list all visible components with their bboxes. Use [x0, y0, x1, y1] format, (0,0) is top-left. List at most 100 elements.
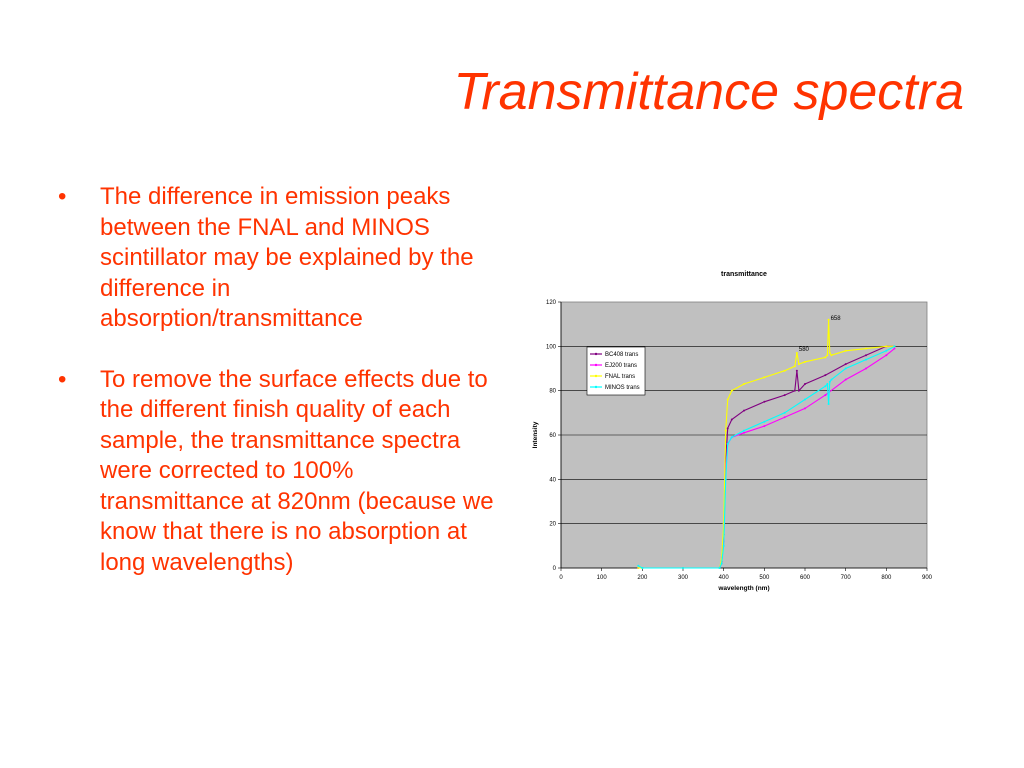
data-point: [826, 383, 829, 386]
data-point: [718, 567, 721, 569]
data-point: [763, 425, 766, 428]
legend-label: EJ200 trans: [605, 363, 637, 369]
data-point: [783, 394, 786, 397]
data-point: [783, 369, 786, 372]
y-axis-label: Intensity: [532, 421, 539, 448]
data-point: [720, 562, 723, 565]
legend-marker: [594, 363, 598, 367]
bullet-text: The difference in emission peaks between…: [100, 183, 474, 332]
data-point: [865, 367, 867, 370]
data-point: [724, 429, 727, 432]
data-point: [682, 567, 684, 569]
data-point: [763, 376, 766, 379]
data-point: [828, 351, 831, 354]
data-point: [804, 383, 806, 386]
y-tick-label: 0: [553, 566, 557, 572]
y-tick-label: 100: [546, 344, 557, 350]
x-tick-label: 100: [597, 575, 608, 581]
x-tick-label: 200: [637, 575, 648, 581]
y-tick-label: 120: [546, 300, 557, 306]
data-point: [797, 389, 800, 392]
x-axis-label: wavelength (nm): [717, 585, 769, 592]
x-tick-label: 800: [881, 575, 892, 581]
x-tick-label: 600: [800, 575, 811, 581]
bullet-marker: •: [58, 183, 67, 210]
data-point: [844, 349, 847, 352]
data-point: [726, 398, 729, 401]
data-point: [828, 380, 831, 383]
data-point: [795, 369, 798, 372]
data-point: [824, 394, 827, 397]
x-tick-label: 0: [559, 575, 563, 581]
y-tick-label: 80: [549, 389, 556, 395]
data-point: [826, 354, 829, 357]
legend-label: FNAL trans: [605, 374, 635, 380]
transmittance-chart: transmittance 0 20 40 60 80 100 120 0 100 200 300 40…: [525, 262, 945, 602]
data-point: [804, 360, 806, 363]
annotation-label: 580: [799, 347, 810, 353]
y-tick-label: 60: [549, 433, 556, 439]
legend-marker: [594, 352, 598, 356]
data-point: [885, 354, 888, 357]
legend-marker: [594, 374, 598, 378]
data-point: [797, 363, 800, 366]
x-tick-label: 700: [841, 575, 852, 581]
data-point: [726, 427, 729, 430]
data-point: [830, 378, 833, 381]
data-point: [641, 567, 644, 569]
data-point: [743, 383, 745, 386]
data-point: [844, 363, 847, 366]
data-point: [743, 431, 745, 434]
bullet-list: • The difference in emission peaks betwe…: [58, 182, 498, 608]
data-point: [637, 567, 640, 569]
data-point: [763, 420, 766, 423]
data-point: [763, 400, 766, 403]
chart-svg: transmittance 0 20 40 60 80 100 120 0 100 200 300 40…: [532, 271, 933, 592]
x-tick-label: 900: [922, 575, 933, 581]
data-point: [795, 351, 798, 354]
data-point: [865, 358, 867, 361]
bullet-item: • To remove the surface effects due to t…: [58, 365, 498, 579]
data-point: [722, 544, 725, 547]
data-point: [730, 389, 733, 392]
data-point: [824, 374, 827, 377]
annotation-label: 658: [831, 316, 842, 322]
x-tick-label: 300: [678, 575, 689, 581]
legend-label: BC408 trans: [605, 352, 638, 358]
data-point: [793, 389, 796, 392]
data-point: [824, 356, 827, 359]
data-point: [865, 354, 867, 357]
data-point: [804, 407, 806, 410]
data-point: [885, 345, 888, 348]
bullet-text: To remove the surface effects due to the…: [100, 365, 494, 576]
data-point: [804, 398, 806, 401]
legend-marker: [594, 385, 598, 389]
data-point: [893, 347, 896, 350]
data-point: [824, 385, 827, 388]
data-point: [865, 347, 867, 350]
data-point: [730, 436, 733, 439]
data-point: [637, 564, 640, 567]
data-point: [893, 345, 896, 348]
y-tick-label: 20: [549, 522, 556, 528]
x-tick-label: 500: [759, 575, 770, 581]
bullet-item: • The difference in emission peaks betwe…: [58, 182, 498, 335]
series-line: [638, 345, 895, 569]
data-point: [730, 418, 733, 421]
data-point: [844, 378, 847, 381]
data-point: [724, 478, 727, 481]
data-point: [827, 402, 830, 405]
data-point: [726, 442, 729, 445]
legend-label: MINOS trans: [605, 385, 640, 391]
data-point: [783, 416, 786, 419]
data-point: [793, 365, 796, 368]
data-point: [743, 409, 745, 412]
data-point: [783, 411, 786, 414]
data-point: [844, 367, 847, 370]
data-point: [830, 354, 833, 357]
y-tick-label: 40: [549, 477, 556, 483]
data-point: [743, 429, 745, 432]
data-point: [827, 318, 830, 321]
slide-title: Transmittance spectra: [453, 63, 964, 121]
data-point: [885, 349, 888, 352]
